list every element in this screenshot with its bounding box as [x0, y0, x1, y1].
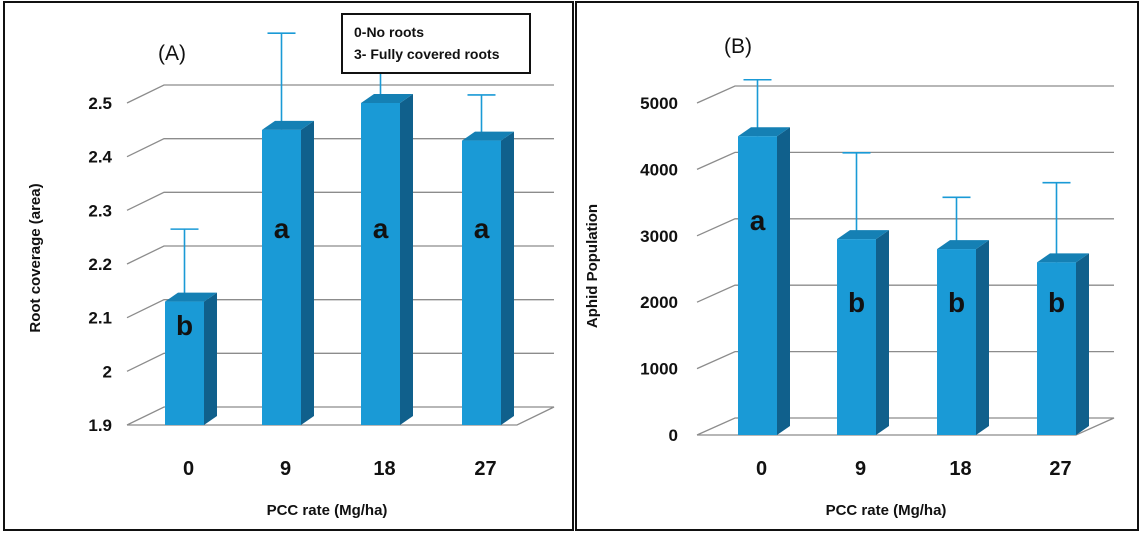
legend-entry-fully-covered: 3- Fully covered roots — [354, 46, 500, 62]
scale-legend: 0-No roots 3- Fully covered roots — [341, 13, 531, 74]
bar — [165, 301, 204, 425]
bar-side — [976, 240, 989, 435]
y-tick-label: 1.9 — [88, 416, 112, 435]
x-axis-label: PCC rate (Mg/ha) — [826, 502, 947, 519]
bar-top — [462, 131, 514, 141]
significance-letter: b — [948, 287, 965, 318]
x-tick-label: 0 — [756, 458, 767, 480]
x-tick-label: 0 — [183, 458, 194, 480]
panel-a-frame — [3, 1, 574, 531]
gridline — [126, 352, 554, 372]
chart-panel-b: 0 1000 2000 3000 4000 5000 a 0 b 9 b 18 b 27 PCC rate … — [584, 35, 1115, 519]
x-tick-label: 9 — [855, 458, 866, 480]
x-tick-label: 27 — [1049, 458, 1071, 480]
significance-letter: a — [274, 213, 290, 244]
bar — [738, 136, 777, 435]
panel-label: (B) — [724, 35, 752, 58]
bar-top — [937, 240, 989, 250]
gridline — [126, 245, 554, 265]
gridline — [126, 138, 554, 158]
bar-side — [1076, 253, 1089, 435]
chart-panel-a: 1.9 2 2.1 2.2 2.3 2.4 2.5 b 0 a 9 a 18 a 27 PCC rate (M… — [27, 24, 555, 519]
y-axis-label: Root coverage (area) — [27, 183, 44, 332]
y-tick-label: 2.2 — [88, 255, 112, 274]
y-tick-label: 2000 — [640, 293, 678, 312]
bar-side — [204, 292, 217, 425]
y-tick-label: 2.4 — [88, 148, 112, 167]
bar — [462, 140, 501, 426]
y-tick-label: 0 — [669, 426, 678, 445]
gridline — [696, 218, 1114, 237]
gridline — [696, 151, 1114, 170]
y-tick-label: 2.3 — [88, 201, 112, 220]
gridline — [696, 85, 1114, 104]
y-tick-label: 3000 — [640, 227, 678, 246]
significance-letter: a — [373, 213, 389, 244]
significance-letter: a — [750, 205, 766, 236]
y-tick-label: 4000 — [640, 160, 678, 179]
bar-top — [837, 230, 889, 240]
x-axis-label: PCC rate (Mg/ha) — [267, 502, 388, 519]
x-tick-label: 18 — [949, 458, 971, 480]
bar — [837, 239, 876, 435]
bar-side — [400, 94, 413, 425]
bar-top — [262, 120, 314, 130]
bar-side — [777, 127, 790, 435]
bar-top — [738, 127, 790, 137]
significance-letter: b — [176, 310, 193, 341]
y-tick-label: 5000 — [640, 94, 678, 113]
y-tick-label: 2.5 — [88, 94, 112, 113]
significance-letter: a — [474, 213, 490, 244]
bar-side — [876, 230, 889, 435]
bar-side — [301, 120, 314, 425]
x-tick-label: 27 — [474, 458, 496, 480]
y-tick-label: 1000 — [640, 360, 678, 379]
y-tick-label: 2.1 — [88, 309, 112, 328]
panel-label: (A) — [158, 42, 186, 65]
significance-letter: b — [1048, 287, 1065, 318]
bar — [361, 103, 400, 425]
panel-b-frame — [575, 1, 1139, 531]
bar-top — [165, 292, 217, 302]
significance-letter: b — [848, 287, 865, 318]
bar-top — [361, 94, 413, 103]
bar — [937, 249, 976, 435]
x-tick-label: 18 — [373, 458, 395, 480]
y-axis-label: Aphid Population — [584, 204, 601, 328]
gridline — [126, 191, 554, 211]
x-tick-label: 9 — [280, 458, 291, 480]
bar-side — [501, 131, 514, 426]
legend-entry-no-roots: 0-No roots — [354, 24, 424, 40]
gridline — [126, 299, 554, 319]
y-tick-label: 2 — [103, 362, 112, 381]
gridline — [126, 84, 554, 104]
bar — [1037, 262, 1076, 435]
bar — [262, 129, 301, 426]
bar-top — [1037, 253, 1089, 263]
